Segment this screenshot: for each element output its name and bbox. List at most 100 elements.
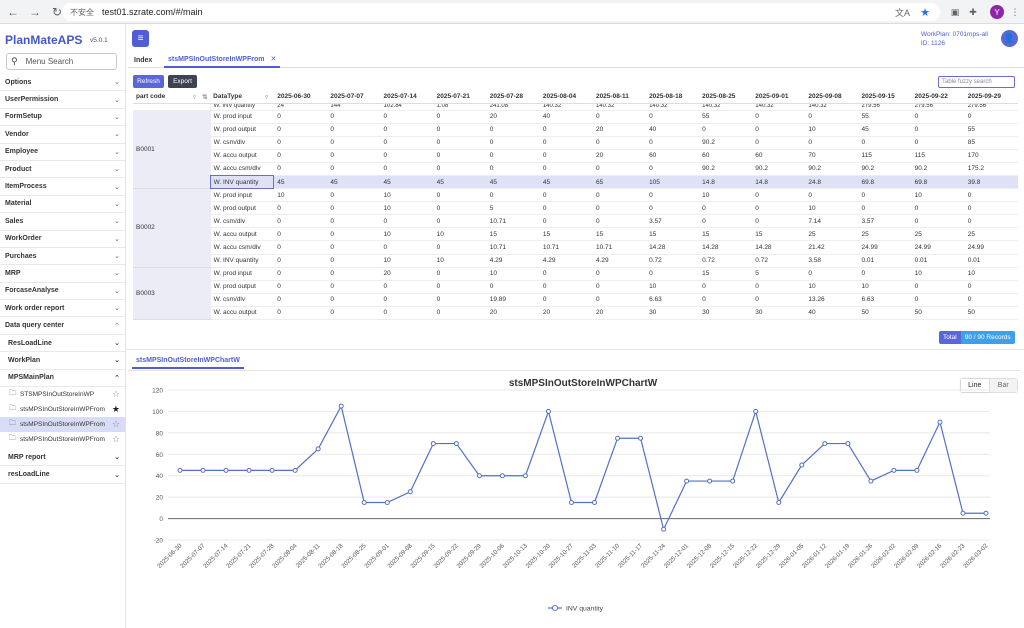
column-sort-toggle[interactable]: ⇅ (199, 91, 211, 104)
table-row[interactable]: W. prod output 0 0 0 0 0 0 0 10 0 0 10 10 0 0 (133, 280, 1018, 294)
tab-active-form[interactable]: stsMPSInOutStoreInWPFrom ✕ (164, 52, 281, 68)
menu-item-product[interactable]: Product ⌄ (0, 161, 125, 179)
data-point (177, 467, 183, 473)
menu-item-vendor[interactable]: Vendor ⌄ (0, 126, 125, 144)
column-header-date[interactable]: 2025-06-30 (274, 91, 328, 104)
reload-icon[interactable]: ↻ (51, 4, 63, 19)
table-row[interactable]: W. INV quantity 45 45 45 45 45 45 65 105 14.8 14.8… (133, 175, 1018, 190)
address-bar[interactable]: 不安全 test01.szrate.com/#/main 文A ★ (62, 3, 940, 21)
star-icon[interactable]: ☆ (111, 419, 120, 430)
table-row[interactable]: W. csm/dlv 0 0 0 0 10.71 0 0 3.57 0 0 7.14 3.57 0 0 (133, 214, 1018, 229)
menu-item-material[interactable]: Material ⌄ (0, 196, 125, 214)
bookmark-star-icon[interactable]: ★ (920, 6, 930, 19)
url-text[interactable]: test01.szrate.com/#/main (102, 7, 203, 17)
table-row[interactable]: W. csm/dlv 0 0 0 0 0 0 0 0 90.2 0 0 0 0 85 (133, 136, 1018, 150)
menu-leaf-item[interactable]: 🗀 STSMPSInOutStoreInWP ☆ (0, 387, 125, 402)
menu-item-workorder[interactable]: WorkOrder ⌄ (0, 231, 125, 248)
table-cell: 40 (539, 110, 593, 124)
table-row[interactable]: B0002 W. prod input 10 0 10 0 0 0 0 0 10 0 0 0 10 0 (133, 188, 1018, 268)
table-fuzzy-search-input[interactable]: Table fuzzy search (938, 76, 1015, 88)
table-row[interactable]: W. csm/dlv 0 0 0 0 19.89 0 0 6.63 0 0 13.26 6.63 0 0 (133, 293, 1018, 307)
menu-item-options[interactable]: Options ⌄ (0, 74, 125, 92)
menu-search-input[interactable]: ⚲ Menu Search (6, 53, 117, 70)
table-cell: 0 (486, 188, 540, 203)
table-row[interactable]: W. accu csm/dlv 0 0 0 0 0 0 0 0 90.2 90.2 90.2 90.2 9… (133, 162, 1018, 176)
column-header-part-code[interactable]: part code ▿ (133, 91, 200, 104)
bar-toggle-button[interactable]: Bar (989, 379, 1017, 392)
menu-item-work-order-report[interactable]: Work order report ⌄ (0, 300, 125, 318)
table-row[interactable]: W. prod output 0 0 10 0 5 0 0 0 0 0 10 0 0 0 (133, 201, 1018, 216)
table-row[interactable]: W. accu csm/dlv 0 0 0 0 10.71 10.71 10.71 14.28 1… (133, 240, 1018, 255)
menu-item-formsetup[interactable]: FormSetup ⌄ (0, 109, 125, 127)
browser-menu-icon[interactable]: ⋮ (1010, 6, 1020, 17)
menu-item-employee[interactable]: Employee ⌄ (0, 144, 125, 161)
menu-item-mpsmainplan[interactable]: MPSMainPlan ⌃ (0, 370, 125, 388)
extension-icon[interactable]: ▣ (950, 6, 960, 17)
table-cell: 0 (805, 136, 859, 150)
table-cell: 0 (380, 149, 434, 163)
puzzle-icon[interactable]: ✚ (969, 6, 977, 17)
menu-item-purchaes[interactable]: Purchaes ⌄ (0, 248, 125, 266)
menu-toggle-button[interactable]: ≡ (132, 30, 149, 47)
column-header-date[interactable]: 2025-08-18 (646, 91, 700, 104)
column-header-date[interactable]: 2025-09-01 (752, 91, 806, 104)
column-header-date[interactable]: 2025-09-15 (858, 91, 912, 104)
menu-item-sales[interactable]: Sales ⌄ (0, 213, 125, 231)
menu-item-data-query-center[interactable]: Data query center ⌃ (0, 317, 125, 335)
profile-avatar[interactable]: Y (990, 5, 1004, 19)
table-row[interactable]: B0003 W. prod input 0 0 20 0 10 0 0 0 15 5 0 0 10 10 (133, 267, 1018, 321)
filter-icon[interactable]: ▿ (192, 93, 197, 101)
filter-icon[interactable]: ▿ (265, 93, 269, 101)
sort-icon[interactable]: ⇅ (202, 93, 208, 101)
star-icon[interactable]: ★ (111, 404, 120, 415)
y-tick-label: 60 (156, 452, 164, 459)
column-header-date[interactable]: 2025-09-08 (805, 91, 859, 104)
column-header-datatype[interactable]: DataType ▿ (210, 91, 275, 104)
menu-item-workplan[interactable]: WorkPlan ⌄ (0, 352, 125, 370)
column-header-date[interactable]: 2025-09-29 (964, 91, 1018, 104)
column-header-date[interactable]: 2025-07-07 (327, 91, 381, 104)
close-icon[interactable]: ✕ (270, 56, 277, 63)
star-icon[interactable]: ☆ (111, 434, 120, 445)
menu-item-mrp[interactable]: MRP ⌄ (0, 265, 125, 283)
column-header-date[interactable]: 2025-07-14 (380, 91, 434, 104)
menu-leaf-item[interactable]: 🗀 stsMPSInOutStoreInWPFrom ☆ (0, 432, 125, 447)
column-header-date[interactable]: 2025-07-28 (486, 91, 540, 104)
menu-item-mrp-report[interactable]: MRP report ⌄ (0, 449, 125, 467)
translate-icon[interactable]: 文A (894, 7, 910, 18)
menu-leaf-item[interactable]: 🗀 stsMPSInOutStoreInWPFrom ★ (0, 402, 125, 417)
table-cell: 0 (380, 110, 434, 124)
forward-icon[interactable]: → (29, 4, 41, 19)
export-button[interactable]: Export (168, 75, 197, 88)
user-icon[interactable]: 👤 (1001, 30, 1018, 47)
star-icon[interactable]: ☆ (111, 389, 120, 400)
table-row[interactable]: W. INV quantity 0 0 10 10 4.29 4.29 4.29 0.72 0.7… (133, 254, 1018, 268)
table-cell: 279.56 (911, 103, 965, 111)
column-header-date[interactable]: 2025-09-22 (911, 91, 965, 104)
table-row[interactable]: W. accu output 0 0 0 0 0 0 20 60 60 60 70 115 115 170 (133, 149, 1018, 163)
column-header-date[interactable]: 2025-08-04 (539, 91, 593, 104)
table-row[interactable]: W. accu output 0 0 10 10 15 15 15 15 15 15 25 25 25 25 (133, 227, 1018, 242)
column-header-date[interactable]: 2025-08-25 (699, 91, 753, 104)
table-cell: 0 (911, 136, 965, 150)
column-header-date[interactable]: 2025-07-21 (433, 91, 487, 104)
table-row[interactable]: W. accu output 0 0 0 0 20 20 20 30 30 30 40 50 50 50 (133, 306, 1018, 321)
column-header-date[interactable]: 2025-08-11 (592, 91, 647, 104)
security-warning[interactable]: 不安全 (70, 7, 94, 17)
menu-item-itemprocess[interactable]: ItemProcess ⌄ (0, 178, 125, 196)
data-point (684, 478, 690, 484)
tab-chart[interactable]: stsMPSInOutStoreInWPChartW (132, 354, 244, 369)
menu-item-resloadline[interactable]: ResLoadLine ⌄ (0, 335, 125, 353)
menu-item-userpermission[interactable]: UserPermission ⌄ (0, 91, 125, 109)
table-row[interactable]: W. INV quantity 24 144 102.84 1.08 241.08 140.… (133, 103, 1018, 111)
menu-item-resloadline[interactable]: resLoadLine ⌄ (0, 466, 125, 484)
back-icon[interactable]: ← (7, 4, 19, 19)
menu-item-forcaseanalyse[interactable]: ForcaseAnalyse ⌄ (0, 283, 125, 301)
table-cell: 102.84 (380, 103, 434, 111)
refresh-button[interactable]: Refresh (133, 75, 164, 88)
table-row[interactable]: B0001 W. prod input 0 0 0 0 20 40 0 0 55 0 0 55 0 0 (133, 110, 1018, 190)
table-row[interactable]: W. prod output 0 0 0 0 0 0 20 40 0 0 10 45 0 55 (133, 123, 1018, 137)
tab-index[interactable]: Index (134, 52, 152, 68)
line-toggle-button[interactable]: Line (961, 379, 990, 392)
menu-leaf-item[interactable]: 🗀 stsMPSInOutStoreInWPFrom ☆ (0, 417, 125, 433)
